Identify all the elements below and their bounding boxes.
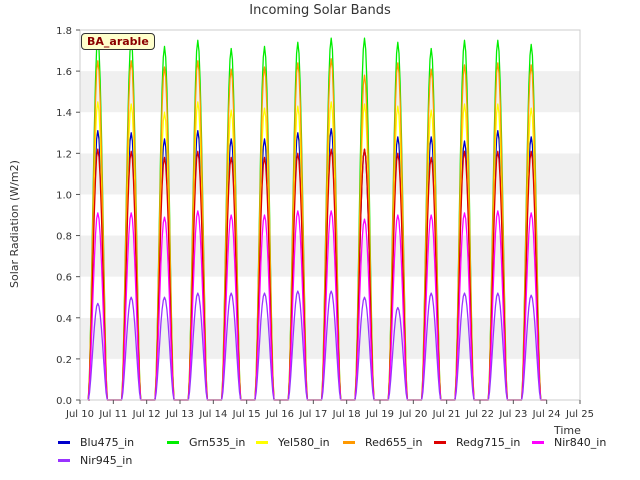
legend-swatch bbox=[58, 458, 70, 462]
y-ticks: 0.0 0.2 0.4 0.6 0.8 1.0 1.2 1.4 1.6 1.8 bbox=[56, 26, 80, 407]
x-tick-label: Jul 25 bbox=[565, 409, 594, 420]
x-tick-label: Jul 11 bbox=[98, 409, 127, 420]
x-tick-label: Jul 14 bbox=[198, 409, 227, 420]
grid-band bbox=[80, 317, 580, 359]
grid-band bbox=[80, 235, 580, 277]
x-tick-label: Jul 16 bbox=[265, 409, 294, 420]
legend-item: Grn535_in bbox=[167, 436, 245, 450]
x-tick-label: Jul 22 bbox=[465, 409, 494, 420]
legend-swatch bbox=[256, 440, 268, 444]
y-tick-label: 0.0 bbox=[56, 396, 72, 407]
legend-swatch bbox=[58, 440, 70, 444]
legend-label: Nir945_in bbox=[80, 454, 133, 467]
legend-label: Yel580_in bbox=[278, 436, 330, 449]
chart-title: Incoming Solar Bands bbox=[249, 3, 391, 18]
y-tick-label: 0.6 bbox=[56, 273, 72, 284]
grid-band bbox=[80, 358, 580, 400]
y-tick-label: 1.6 bbox=[56, 67, 72, 78]
y-tick-label: 1.8 bbox=[56, 26, 72, 37]
y-tick-label: 0.8 bbox=[56, 232, 72, 243]
x-tick-label: Jul 13 bbox=[165, 409, 194, 420]
legend-swatch bbox=[167, 440, 179, 444]
x-tick-label: Jul 20 bbox=[398, 409, 427, 420]
legend-item: Blu475_in bbox=[58, 436, 134, 450]
site-badge: BA_arable bbox=[81, 33, 155, 50]
x-tick-label: Jul 23 bbox=[498, 409, 527, 420]
x-tick-label: Jul 19 bbox=[365, 409, 394, 420]
y-tick-label: 0.2 bbox=[56, 355, 72, 366]
legend-label: Blu475_in bbox=[80, 436, 135, 449]
x-tick-label: Jul 12 bbox=[132, 409, 161, 420]
legend-item: Redg715_in bbox=[434, 436, 520, 450]
y-tick-label: 0.4 bbox=[56, 314, 72, 325]
legend-label: Nir840_in bbox=[554, 436, 607, 449]
plot-frame bbox=[79, 29, 581, 401]
y-tick-label: 1.4 bbox=[56, 108, 72, 119]
x-tick-label: Jul 18 bbox=[332, 409, 361, 420]
x-tick-label: Jul 24 bbox=[532, 409, 561, 420]
x-tick-label: Jul 10 bbox=[65, 409, 94, 420]
legend-swatch bbox=[434, 440, 446, 444]
legend-label: Red655_in bbox=[365, 436, 423, 449]
legend-item: Red655_in bbox=[343, 436, 422, 450]
legend-item: Yel580_in bbox=[256, 436, 330, 450]
legend-item: Nir840_in bbox=[532, 436, 606, 450]
legend-label: Redg715_in bbox=[456, 436, 521, 449]
x-tick-label: Jul 21 bbox=[432, 409, 461, 420]
legend-swatch bbox=[343, 440, 355, 444]
x-ticks: Jul 10 Jul 11 Jul 12 Jul 13 Jul 14 Jul 15 Jul … bbox=[65, 400, 594, 420]
legend-swatch bbox=[532, 440, 544, 444]
x-tick-label: Jul 15 bbox=[232, 409, 261, 420]
y-tick-label: 1.0 bbox=[56, 190, 72, 201]
legend-item: Nir945_in bbox=[58, 454, 132, 468]
y-tick-label: 1.2 bbox=[56, 149, 72, 160]
x-axis-label: Time bbox=[554, 424, 581, 437]
x-tick-label: Jul 17 bbox=[298, 409, 327, 420]
legend-label: Grn535_in bbox=[189, 436, 246, 449]
